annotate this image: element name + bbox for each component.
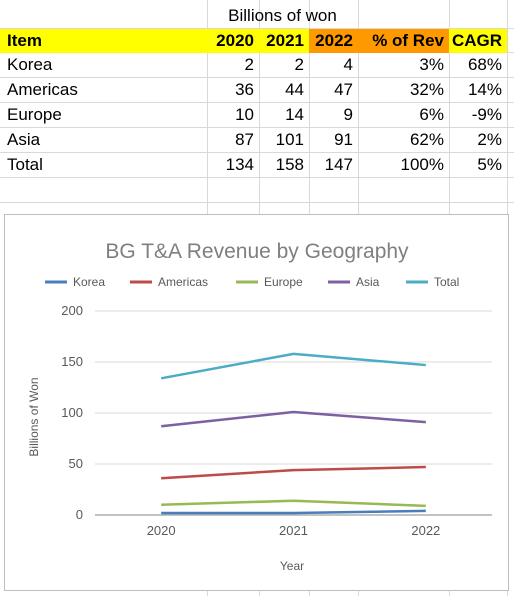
header-cell-cagr[interactable]: CAGR <box>449 29 507 53</box>
grid-row-line <box>0 28 514 29</box>
cell-item[interactable]: Americas <box>7 80 78 99</box>
cell-value[interactable]: -9% <box>471 105 502 124</box>
y-axis-title: Billions of Won <box>27 377 41 456</box>
legend-label: Americas <box>158 275 208 289</box>
series-line-asia <box>161 410 426 428</box>
x-tick-label: 2020 <box>147 523 176 538</box>
cell-value[interactable]: 44 <box>285 80 304 99</box>
legend-label: Asia <box>356 275 380 289</box>
cell-value[interactable]: 134 <box>225 155 254 174</box>
cell-value[interactable]: 36 <box>235 80 254 99</box>
cell-item[interactable]: Korea <box>7 55 53 74</box>
cell-value[interactable]: 14% <box>467 80 502 99</box>
legend-item-europe[interactable]: Europe <box>236 275 303 289</box>
cell-value[interactable]: 47 <box>334 80 353 99</box>
cell-value[interactable]: 2 <box>244 55 254 74</box>
grid-row-line <box>0 202 514 203</box>
series-line-korea <box>161 509 426 515</box>
legend-label: Europe <box>264 275 303 289</box>
cell-value[interactable]: 5% <box>477 155 502 174</box>
header-cell-2021[interactable]: 2021 <box>259 29 309 53</box>
legend-item-asia[interactable]: Asia <box>328 275 380 289</box>
grid-row-line <box>0 102 514 103</box>
cell-value[interactable]: 158 <box>275 155 304 174</box>
chart-series <box>160 352 426 515</box>
cell-item[interactable]: Europe <box>7 105 62 124</box>
cell-value[interactable]: 32% <box>409 80 444 99</box>
chart-canvas: BG T&A Revenue by Geography Korea America… <box>27 240 492 573</box>
legend-item-korea[interactable]: Korea <box>45 275 105 289</box>
cell-value[interactable]: 2% <box>477 130 502 149</box>
cell-value[interactable]: 3% <box>419 55 444 74</box>
cell-item[interactable]: Total <box>7 155 43 174</box>
legend-item-total[interactable]: Total <box>406 275 459 289</box>
x-axis-title: Year <box>280 559 304 573</box>
header-cell-2020[interactable]: 2020 <box>207 29 259 53</box>
cell-value[interactable]: 4 <box>343 55 353 74</box>
chart-title: BG T&A Revenue by Geography <box>105 240 409 263</box>
y-tick-label: 50 <box>69 456 83 471</box>
header-cell-pct-rev[interactable]: % of Rev <box>358 29 449 53</box>
legend-item-americas[interactable]: Americas <box>130 275 208 289</box>
grid-row-line <box>0 152 514 153</box>
line-chart[interactable]: BG T&A Revenue by Geography Korea America… <box>4 214 509 591</box>
cell-item[interactable]: Asia <box>7 130 41 149</box>
table-title: Billions of won <box>228 6 337 25</box>
legend-label: Total <box>434 275 459 289</box>
x-tick-label: 2021 <box>279 523 308 538</box>
cell-value[interactable]: 9 <box>343 105 353 124</box>
x-tick-label: 2022 <box>411 523 440 538</box>
cell-value[interactable]: 91 <box>334 130 353 149</box>
cell-value[interactable]: 101 <box>275 130 304 149</box>
cell-value[interactable]: 68% <box>467 55 502 74</box>
cell-value[interactable]: 100% <box>400 155 444 174</box>
series-line-europe <box>161 499 426 508</box>
cell-value[interactable]: 147 <box>324 155 353 174</box>
series-line-total <box>160 352 426 380</box>
x-axis-ticks: 2020 2021 2022 <box>147 523 441 538</box>
header-cell-2022[interactable]: 2022 <box>309 29 358 53</box>
cell-value[interactable]: 62% <box>409 130 444 149</box>
y-tick-label: 150 <box>61 354 83 369</box>
header-cell-item[interactable]: Item <box>0 29 207 53</box>
y-tick-label: 0 <box>76 507 83 522</box>
legend-label: Korea <box>73 275 105 289</box>
grid-row-line <box>0 127 514 128</box>
cell-value[interactable]: 2 <box>294 55 304 74</box>
cell-value[interactable]: 14 <box>285 105 304 124</box>
cell-value[interactable]: 87 <box>235 130 254 149</box>
series-line-americas <box>161 465 426 480</box>
chart-legend[interactable]: Korea Americas Europe Asia Total <box>45 275 459 289</box>
cell-value[interactable]: 10 <box>235 105 254 124</box>
grid-row-line <box>0 177 514 178</box>
y-axis-ticks: 0 50 100 150 200 <box>61 303 83 522</box>
grid-row-line <box>0 77 514 78</box>
cell-value[interactable]: 6% <box>419 105 444 124</box>
y-tick-label: 100 <box>61 405 83 420</box>
y-tick-label: 200 <box>61 303 83 318</box>
